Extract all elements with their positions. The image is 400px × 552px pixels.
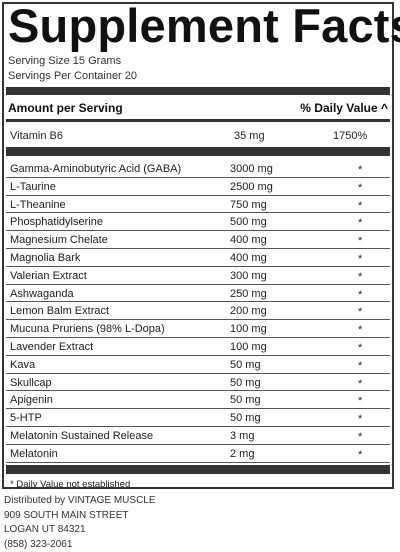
ingredient-dv: * [358,449,362,461]
ingredient-row: L-Taurine 2500 mg * [6,178,390,196]
ingredient-name: Skullcap [10,377,52,389]
address-street: 909 SOUTH MAIN STREET [4,509,156,524]
serving-size: Serving Size 15 Grams [8,55,121,67]
ingredient-amount: 250 mg [230,288,267,300]
ingredient-dv: * [358,395,362,407]
ingredient-row: Apigenin 50 mg * [6,391,390,409]
ingredient-name: 5-HTP [10,412,42,424]
ingredient-amount: 3000 mg [230,163,273,175]
ingredient-name: Kava [10,359,35,371]
ingredient-amount: 50 mg [230,412,261,424]
ingredient-amount: 400 mg [230,252,267,264]
ingredient-row: Phosphatidylserine 500 mg * [6,213,390,231]
ingredient-dv: * [358,235,362,247]
ingredient-name: L-Taurine [10,181,56,193]
ingredient-dv: * [358,360,362,372]
ingredient-row: Skullcap 50 mg * [6,374,390,392]
ingredient-amount: 2500 mg [230,181,273,193]
ingredient-dv: * [358,413,362,425]
ingredient-name: Gamma-Aminobutyric Acid (GABA) [10,163,181,175]
ingredient-name: Mucuna Pruriens (98% L-Dopa) [10,323,165,335]
ingredient-name: Lavender Extract [10,341,93,353]
ingredient-row: Magnesium Chelate 400 mg * [6,231,390,249]
ingredient-dv: * [358,431,362,443]
ingredient-row: 5-HTP 50 mg * [6,409,390,427]
ingredient-row: Melatonin 2 mg * [6,445,390,463]
ingredient-dv: * [358,324,362,336]
ingredient-amount: 50 mg [230,394,261,406]
thick-divider-middle [6,147,390,156]
ingredient-name: Valerian Extract [10,270,87,282]
ingredient-amount: 100 mg [230,323,267,335]
ingredient-row: Mucuna Pruriens (98% L-Dopa) 100 mg * [6,320,390,338]
ingredient-dv: * [358,164,362,176]
ingredient-amount: 100 mg [230,341,267,353]
ingredient-row: L-Theanine 750 mg * [6,196,390,214]
ingredient-row: Gamma-Aminobutyric Acid (GABA) 3000 mg * [6,160,390,178]
daily-value-header: % Daily Value ^ [300,101,388,115]
ingredient-row: Lemon Balm Extract 200 mg * [6,302,390,320]
ingredient-dv: * [358,253,362,265]
ingredient-name: Melatonin Sustained Release [10,430,153,442]
ingredient-name: L-Theanine [10,199,66,211]
ingredient-row: Melatonin Sustained Release 3 mg * [6,427,390,445]
ingredient-amount: 300 mg [230,270,267,282]
distributor-line: Distributed by VINTAGE MUSCLE [4,494,156,509]
distributor-block: Distributed by VINTAGE MUSCLE 909 SOUTH … [4,494,156,552]
servings-per-container: Servings Per Container 20 [8,70,137,82]
ingredient-dv: * [358,200,362,212]
supplement-facts-panel: Supplement Facts Serving Size 15 Grams S… [2,2,394,489]
vitamin-dv: 1750% [333,130,367,142]
ingredient-amount: 2 mg [230,448,254,460]
thick-divider-bottom [6,465,390,474]
ingredient-dv: * [358,217,362,229]
vitamin-amount: 35 mg [234,130,265,142]
ingredient-amount: 50 mg [230,359,261,371]
ingredient-row: Kava 50 mg * [6,356,390,374]
ingredient-amount: 3 mg [230,430,254,442]
ingredient-name: Magnolia Bark [10,252,80,264]
ingredient-name: Phosphatidylserine [10,216,103,228]
ingredient-name: Ashwaganda [10,288,74,300]
vitamin-name: Vitamin B6 [10,130,63,142]
ingredient-row: Magnolia Bark 400 mg * [6,249,390,267]
ingredient-name: Magnesium Chelate [10,234,108,246]
address-city: LOGAN UT 84321 [4,523,156,538]
ingredient-row: Ashwaganda 250 mg * [6,285,390,303]
ingredient-dv: * [358,342,362,354]
ingredient-dv: * [358,289,362,301]
ingredient-amount: 750 mg [230,199,267,211]
ingredient-dv: * [358,182,362,194]
footnote: * Daily Value not established [10,479,130,490]
amount-per-serving-header: Amount per Serving [8,101,123,115]
ingredient-row: Lavender Extract 100 mg * [6,338,390,356]
ingredient-row: Valerian Extract 300 mg * [6,267,390,285]
ingredient-amount: 400 mg [230,234,267,246]
divider-header [6,119,390,122]
ingredient-amount: 500 mg [230,216,267,228]
ingredient-amount: 200 mg [230,305,267,317]
thick-divider-top [6,87,390,95]
phone-number: (858) 323-2061 [4,538,156,552]
ingredient-dv: * [358,306,362,318]
ingredient-amount: 50 mg [230,377,261,389]
panel-title: Supplement Facts [8,0,400,53]
ingredient-name: Apigenin [10,394,53,406]
ingredient-name: Lemon Balm Extract [10,305,109,317]
ingredient-name: Melatonin [10,448,58,460]
ingredient-dv: * [358,271,362,283]
ingredient-dv: * [358,378,362,390]
